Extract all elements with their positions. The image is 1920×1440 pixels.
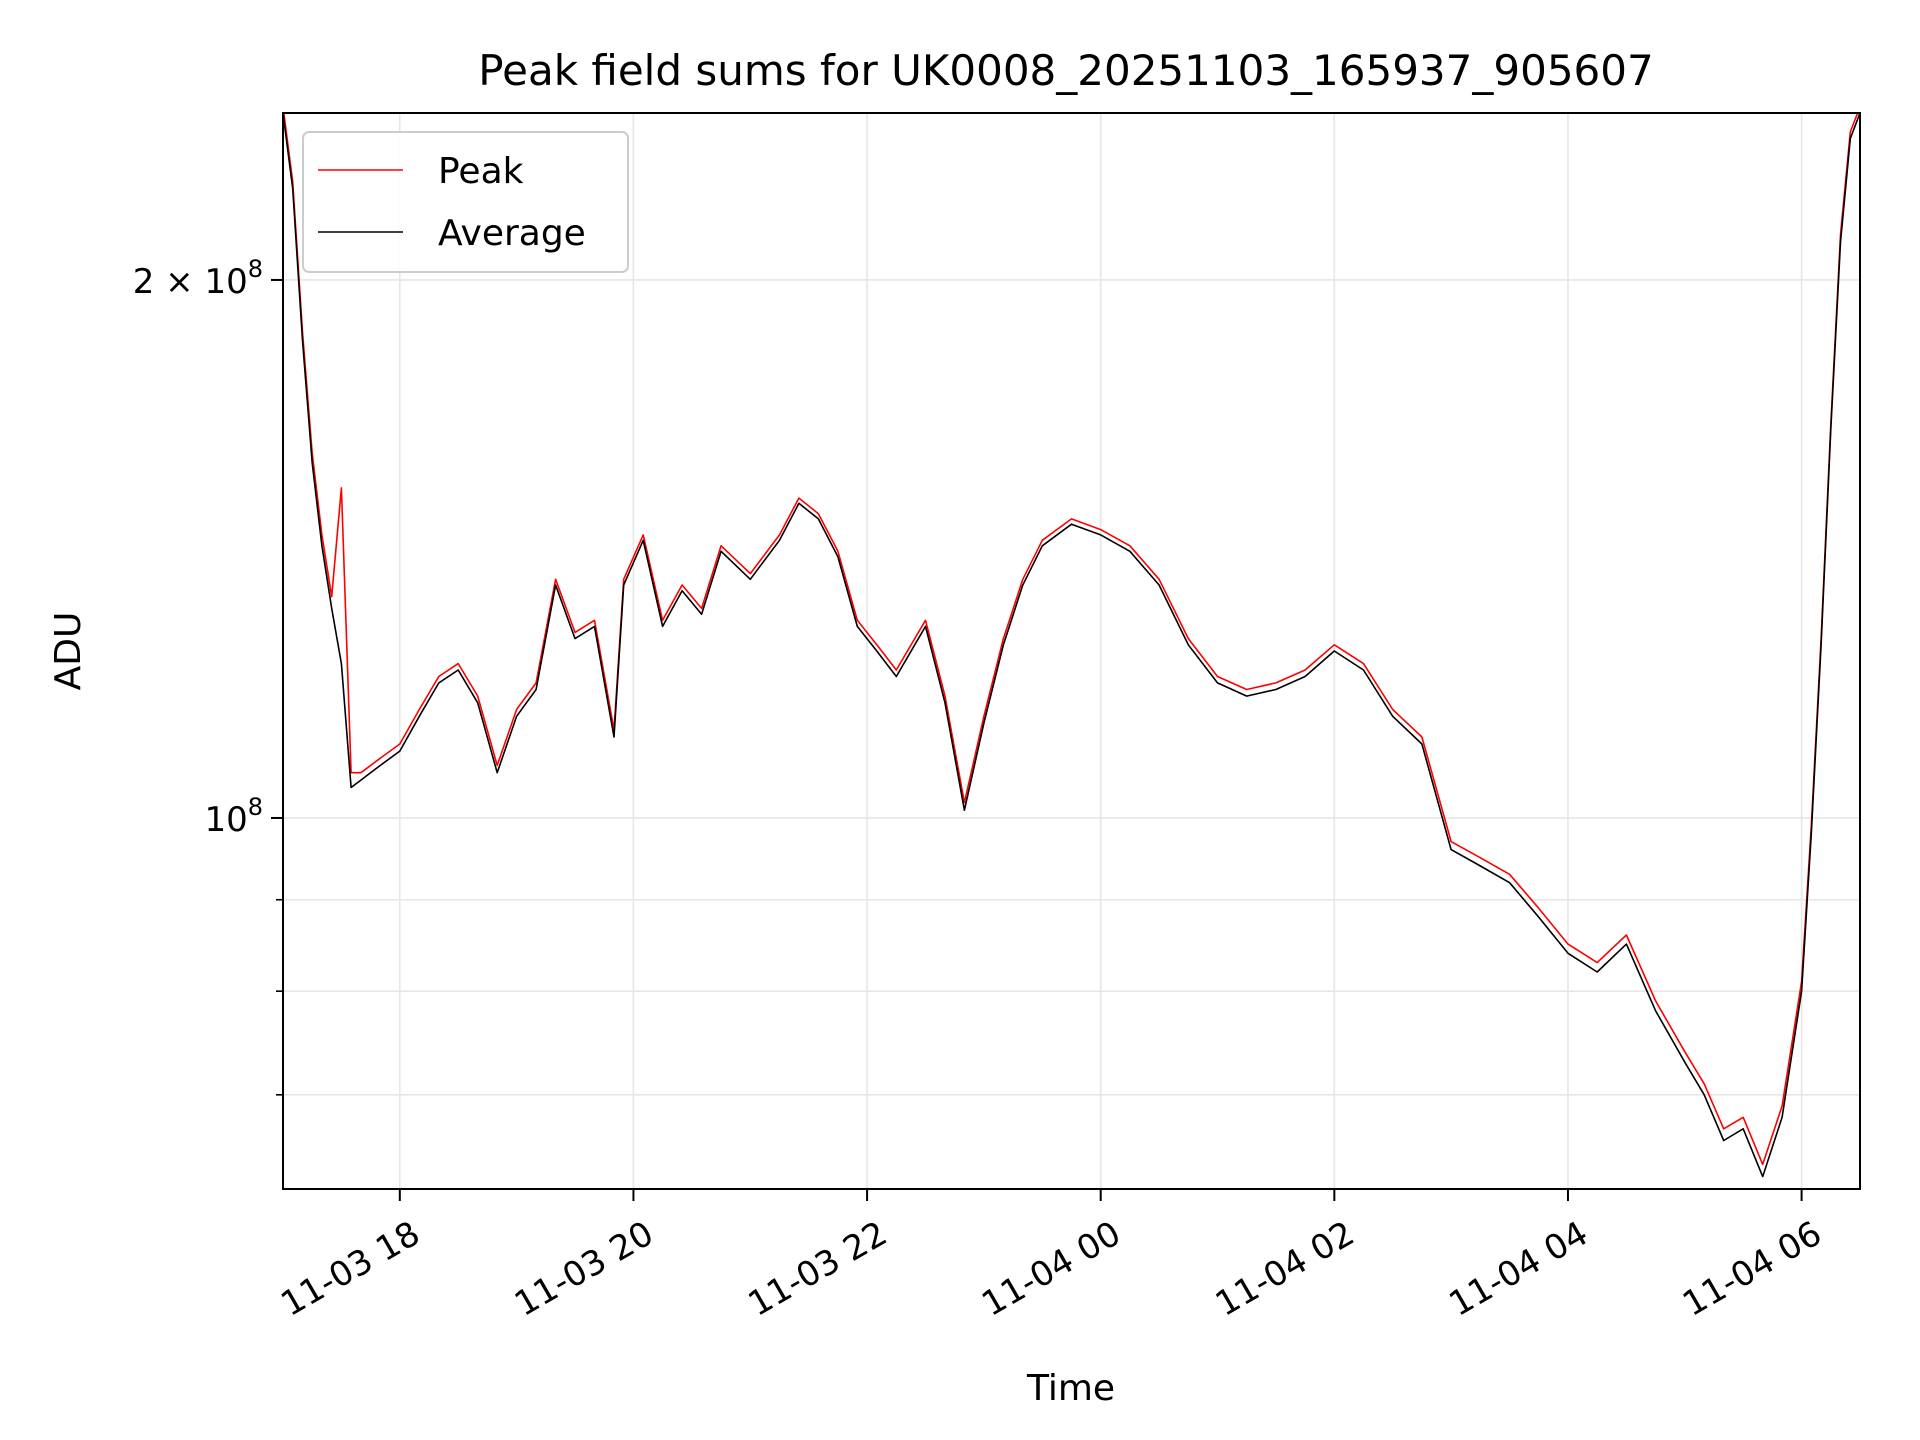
y-tick-label-0: 108 xyxy=(204,793,263,840)
chart-title: Peak field sums for UK0008_20251103_1659… xyxy=(478,46,1653,95)
y-tick-label-1: 2 × 108 xyxy=(133,255,263,302)
y-axis-ticks: 108 2 × 108 xyxy=(133,255,283,1096)
series-line-average xyxy=(283,113,1860,1178)
legend-box xyxy=(302,131,629,273)
legend: Peak Average xyxy=(302,131,629,273)
series-layer xyxy=(283,113,1860,1178)
plot-frame xyxy=(282,112,1861,1190)
x-axis-label: Time xyxy=(1026,1368,1115,1409)
legend-label-average: Average xyxy=(438,213,586,254)
y-axis-label: ADU xyxy=(48,612,89,691)
series-line-peak xyxy=(283,113,1859,1166)
legend-label-peak: Peak xyxy=(438,151,524,192)
